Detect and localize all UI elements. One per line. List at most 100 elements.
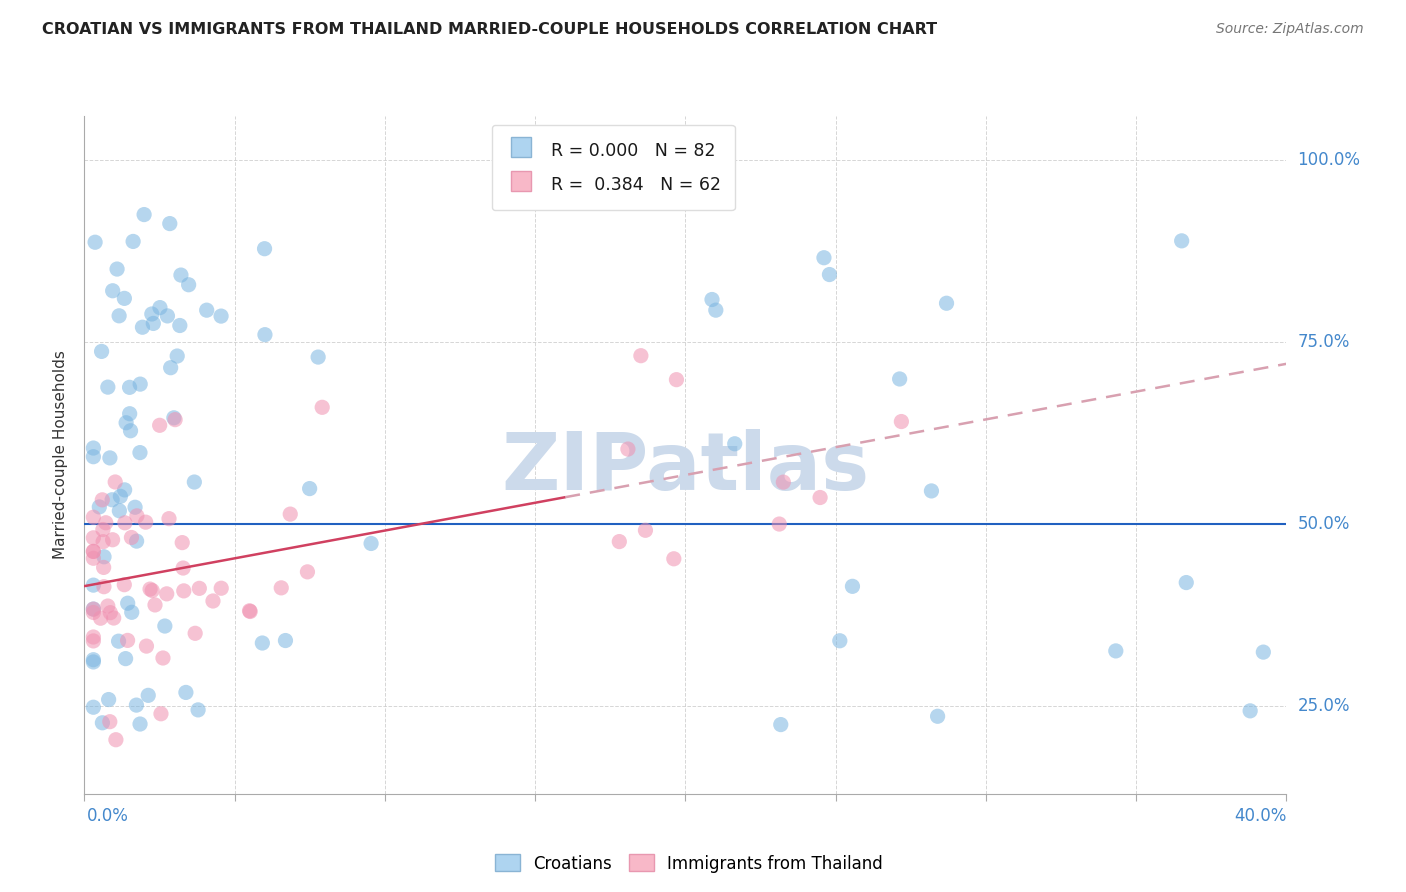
Point — [103, 611, 125, 625]
Point — [889, 372, 911, 386]
Point — [183, 475, 205, 489]
Point — [115, 416, 138, 430]
Point — [93, 560, 115, 574]
Point — [149, 301, 172, 315]
Point — [82, 630, 104, 644]
Point — [187, 703, 209, 717]
Point — [82, 634, 104, 648]
Point — [82, 551, 104, 566]
Point — [91, 534, 114, 549]
Point — [253, 327, 276, 342]
Point — [114, 651, 136, 665]
Point — [307, 350, 329, 364]
Point — [91, 715, 114, 730]
Point — [662, 551, 685, 566]
Point — [118, 407, 141, 421]
Point — [91, 523, 114, 537]
Text: 50.0%: 50.0% — [1298, 516, 1350, 533]
Point — [157, 511, 180, 525]
Point — [90, 611, 112, 625]
Point — [1175, 575, 1198, 590]
Point — [101, 492, 124, 507]
Point — [112, 292, 135, 306]
Point — [209, 309, 232, 323]
Point — [82, 655, 104, 669]
Point — [90, 344, 112, 359]
Point — [920, 483, 942, 498]
Text: 100.0%: 100.0% — [1298, 151, 1361, 169]
Point — [149, 706, 172, 721]
Point — [238, 604, 260, 618]
Point — [135, 515, 157, 529]
Point — [634, 523, 657, 537]
Point — [607, 534, 630, 549]
Point — [125, 698, 148, 712]
Point — [129, 445, 152, 459]
Point — [927, 709, 949, 723]
Point — [298, 482, 321, 496]
Point — [97, 599, 120, 613]
Point — [118, 380, 141, 394]
Point — [105, 262, 128, 277]
Text: 0.0%: 0.0% — [87, 807, 129, 825]
Point — [153, 619, 176, 633]
Point — [110, 489, 132, 503]
Point — [311, 401, 333, 415]
Point — [91, 492, 114, 507]
Point — [700, 293, 723, 307]
Point — [1253, 645, 1275, 659]
Point — [172, 561, 194, 575]
Point — [159, 360, 181, 375]
Point — [117, 596, 139, 610]
Point — [120, 424, 142, 438]
Point — [82, 544, 104, 558]
Point — [108, 309, 131, 323]
Point — [114, 516, 136, 530]
Point — [121, 605, 143, 619]
Point — [112, 577, 135, 591]
Text: 40.0%: 40.0% — [1234, 807, 1286, 825]
Point — [129, 717, 152, 731]
Point — [82, 602, 104, 616]
Point — [274, 633, 297, 648]
Point — [1239, 704, 1261, 718]
Point — [82, 531, 104, 545]
Point — [108, 504, 131, 518]
Point — [195, 303, 218, 318]
Point — [132, 208, 155, 222]
Point — [104, 732, 127, 747]
Point — [89, 500, 111, 514]
Point — [152, 651, 174, 665]
Point — [82, 653, 104, 667]
Point — [97, 380, 120, 394]
Point — [166, 349, 188, 363]
Legend: Croatians, Immigrants from Thailand: Croatians, Immigrants from Thailand — [488, 847, 890, 880]
Point — [172, 535, 194, 549]
Text: Source: ZipAtlas.com: Source: ZipAtlas.com — [1216, 22, 1364, 37]
Point — [143, 598, 166, 612]
Point — [104, 475, 127, 489]
Point — [818, 268, 841, 282]
Point — [841, 579, 863, 593]
Point — [1105, 644, 1128, 658]
Point — [768, 516, 790, 531]
Point — [98, 450, 121, 465]
Point — [201, 594, 224, 608]
Point — [141, 307, 163, 321]
Point — [935, 296, 957, 310]
Text: 25.0%: 25.0% — [1298, 698, 1350, 715]
Point — [149, 418, 172, 433]
Point — [209, 581, 232, 595]
Point — [82, 606, 104, 620]
Point — [278, 507, 301, 521]
Point — [139, 582, 162, 596]
Point — [808, 491, 831, 505]
Text: CROATIAN VS IMMIGRANTS FROM THAILAND MARRIED-COUPLE HOUSEHOLDS CORRELATION CHART: CROATIAN VS IMMIGRANTS FROM THAILAND MAR… — [42, 22, 938, 37]
Point — [270, 581, 292, 595]
Point — [630, 349, 652, 363]
Text: ZIPatlas: ZIPatlas — [502, 429, 869, 508]
Point — [724, 436, 747, 450]
Point — [188, 582, 211, 596]
Point — [1170, 234, 1192, 248]
Point — [769, 717, 792, 731]
